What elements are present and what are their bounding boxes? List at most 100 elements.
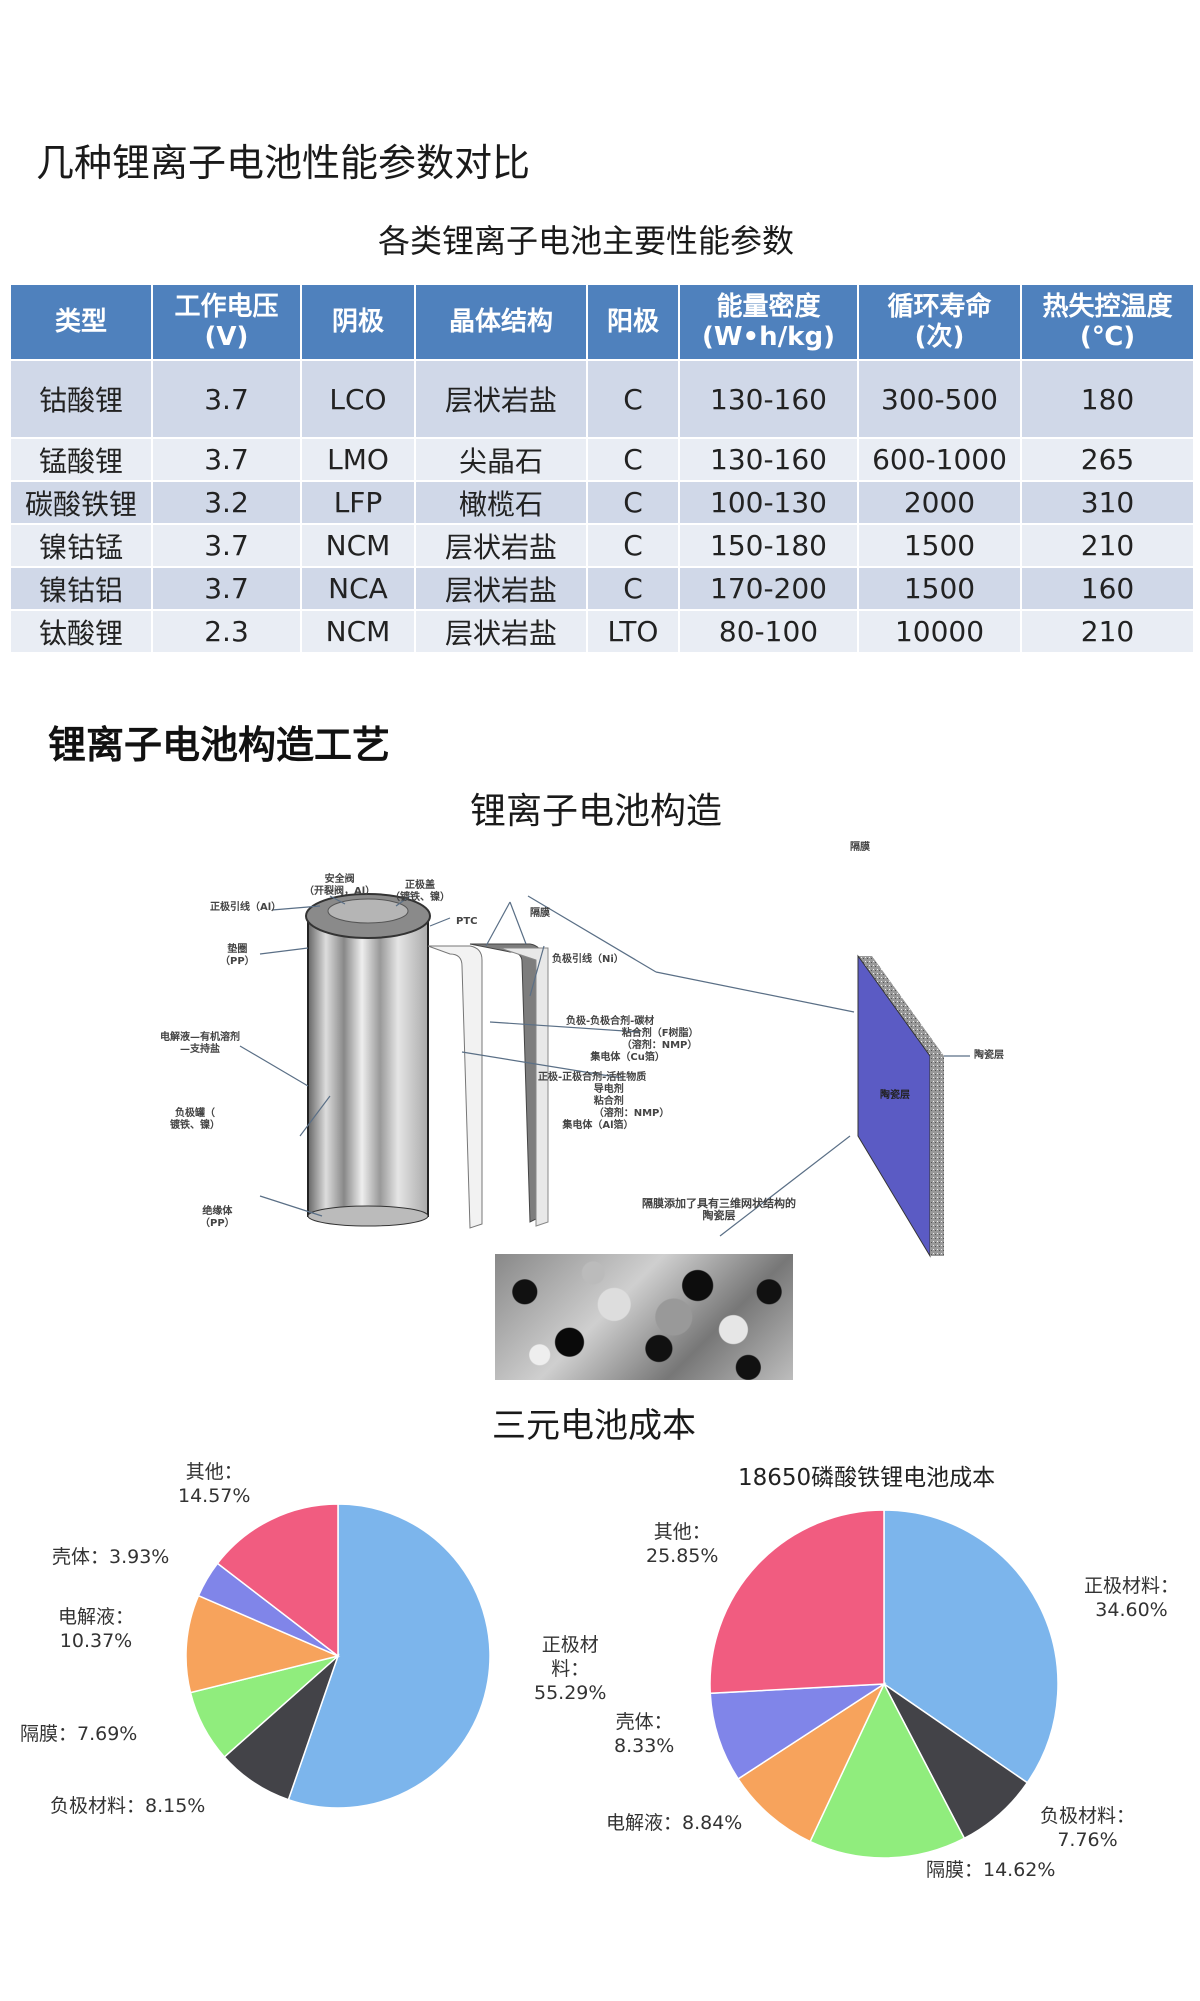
table-cell: 2.3 [151, 609, 302, 654]
table-cell: 265 [1020, 437, 1195, 482]
label-gasket: 垫圈 （PP） [220, 944, 255, 967]
section-heading: 锂离子电池构造工艺 [48, 723, 391, 767]
table-cell: NCA [300, 566, 416, 611]
label-electrolyte: 电解液—有机溶剂 —支持盐 [160, 1032, 240, 1055]
table-cell: 3.7 [151, 523, 302, 568]
pie-slice-正极材料 [287, 1503, 491, 1809]
header-thermal-runaway: 热失控温度 (℃) [1020, 283, 1195, 361]
table-cell: 镍钴铝 [9, 566, 153, 611]
table-row: 钛酸锂 2.3 NCM 层状岩盐 LTO 80-100 10000 210 [9, 609, 1195, 654]
table-cell: 橄榄石 [414, 480, 588, 525]
right-label-other: 其他： 25.85% [646, 1521, 719, 1567]
header-cycle-life: 循环寿命 (次) [857, 283, 1022, 361]
label-anode-group: 负极-负极合剂-碳材 粘合剂（F树脂） （溶剂：NMP） 集电体（Cu箔） [566, 1016, 699, 1063]
sem-micrograph-image [495, 1254, 793, 1380]
label-positive-lead: 正极引线（Al） [210, 902, 282, 913]
table-cell: C [586, 359, 680, 439]
battery-structure-diagram: 正极引线（Al） 安全阀 （开裂阀，Al） 正极盖 （镀铁、镍） PTC 垫圈 （PP… [160, 836, 1060, 1396]
label-cathode-group: 正极-正极合剂-活性物质 导电剂 粘合剂 （溶剂：NMP） 集电体（Al箔） [538, 1072, 670, 1131]
pie-slice-其他 [709, 1509, 885, 1695]
table-cell: LTO [586, 609, 680, 654]
lfp-cost-chart-title: 18650磷酸铁锂电池成本 [738, 1465, 996, 1491]
header-anode: 阳极 [586, 283, 680, 361]
right-label-shell: 壳体： 8.33% [614, 1711, 675, 1757]
label-safety-valve: 安全阀 （开裂阀，Al） [304, 874, 376, 897]
left-label-shell: 壳体：3.93% [52, 1546, 170, 1568]
table-cell: LCO [300, 359, 416, 439]
table-cell: 钴酸锂 [9, 359, 153, 439]
table-row: 镍钴铝 3.7 NCA 层状岩盐 C 170-200 1500 160 [9, 566, 1195, 611]
table-cell: 170-200 [678, 566, 859, 611]
left-label-other: 其他： 14.57% [178, 1461, 251, 1507]
pie-slice-电解液 [737, 1681, 886, 1843]
table-cell: C [586, 437, 680, 482]
left-label-negative: 负极材料：8.15% [50, 1795, 206, 1817]
table-cell: 2000 [857, 480, 1022, 525]
left-label-positive: 正极材 料： 55.29% [534, 1634, 607, 1704]
table-cell: 钛酸锂 [9, 609, 153, 654]
header-voltage: 工作电压 (V) [151, 283, 302, 361]
table-cell: 210 [1020, 523, 1195, 568]
cost-section-title: 三元电池成本 [492, 1406, 696, 1446]
table-cell: 3.7 [151, 437, 302, 482]
label-ceramic-inner: 陶瓷层 [880, 1090, 910, 1101]
table-cell: 层状岩盐 [414, 566, 588, 611]
battery-params-table: 类型 工作电压 (V) 阴极 晶体结构 阳极 能量密度 (W•h/kg) 循环寿命(… [9, 283, 1195, 654]
table-cell: 层状岩盐 [414, 523, 588, 568]
table-cell: LFP [300, 480, 416, 525]
table-cell: 160 [1020, 566, 1195, 611]
table-row: 锰酸锂 3.7 LMO 尖晶石 C 130-160 600-1000 265 [9, 437, 1195, 482]
diagram-title: 锂离子电池构造 [470, 791, 723, 832]
label-positive-cap: 正极盖 （镀铁、镍） [390, 880, 450, 903]
header-crystal: 晶体结构 [414, 283, 588, 361]
label-insulator: 绝缘体 （PP） [200, 1206, 235, 1229]
pie-slice-正极材料 [883, 1509, 1059, 1784]
table-cell: 10000 [857, 609, 1022, 654]
table-cell: 1500 [857, 523, 1022, 568]
label-negative-lead: 负极引线（Ni） [552, 954, 624, 965]
table-cell: 锰酸锂 [9, 437, 153, 482]
table-cell: 180 [1020, 359, 1195, 439]
table-cell: 100-130 [678, 480, 859, 525]
table-cell: NCM [300, 523, 416, 568]
table-cell: 130-160 [678, 359, 859, 439]
table-cell: LMO [300, 437, 416, 482]
battery-cutaway-illustration [239, 893, 970, 1258]
table-cell: 碳酸铁锂 [9, 480, 153, 525]
table-cell: C [586, 566, 680, 611]
right-label-positive: 正极材料： 34.60% [1084, 1575, 1180, 1621]
table-cell: 310 [1020, 480, 1195, 525]
pie-slice-电解液 [185, 1594, 341, 1694]
left-label-separator: 隔膜：7.69% [20, 1723, 138, 1745]
table-row: 镍钴锰 3.7 NCM 层状岩盐 C 150-180 1500 210 [9, 523, 1195, 568]
table-cell: C [586, 523, 680, 568]
label-negative-can: 负极罐（ 镀铁、镍） [170, 1108, 220, 1131]
table-cell: 3.2 [151, 480, 302, 525]
table-cell: 1500 [857, 566, 1022, 611]
right-label-electrolyte: 电解液：8.84% [606, 1812, 743, 1834]
table-cell: 尖晶石 [414, 437, 588, 482]
right-label-separator: 隔膜：14.62% [926, 1859, 1056, 1881]
label-separator-note: 隔膜添加了具有三维网状结构的 陶瓷层 [642, 1197, 796, 1222]
pie-slice-隔膜 [809, 1682, 966, 1859]
header-energy-density: 能量密度 (W•h/kg) [678, 283, 859, 361]
table-cell: 3.7 [151, 566, 302, 611]
table-cell: 210 [1020, 609, 1195, 654]
table-cell: 3.7 [151, 359, 302, 439]
table-cell: NCM [300, 609, 416, 654]
right-label-negative: 负极材料： 7.76% [1040, 1805, 1136, 1851]
table-title: 各类锂离子电池主要性能参数 [378, 222, 795, 260]
table-cell: 600-1000 [857, 437, 1022, 482]
table-cell: 层状岩盐 [414, 359, 588, 439]
label-separator-panel: 隔膜 [850, 842, 870, 853]
table-row: 钴酸锂 3.7 LCO 层状岩盐 C 130-160 300-500 180 [9, 359, 1195, 439]
table-row: 碳酸铁锂 3.2 LFP 橄榄石 C 100-130 2000 310 [9, 480, 1195, 525]
pie-slice-其他 [216, 1503, 339, 1658]
table-cell: 300-500 [857, 359, 1022, 439]
header-type: 类型 [9, 283, 153, 361]
table-cell: 130-160 [678, 437, 859, 482]
label-ptc: PTC [456, 916, 478, 927]
table-cell: 层状岩盐 [414, 609, 588, 654]
pie-slice-壳体 [709, 1683, 887, 1780]
